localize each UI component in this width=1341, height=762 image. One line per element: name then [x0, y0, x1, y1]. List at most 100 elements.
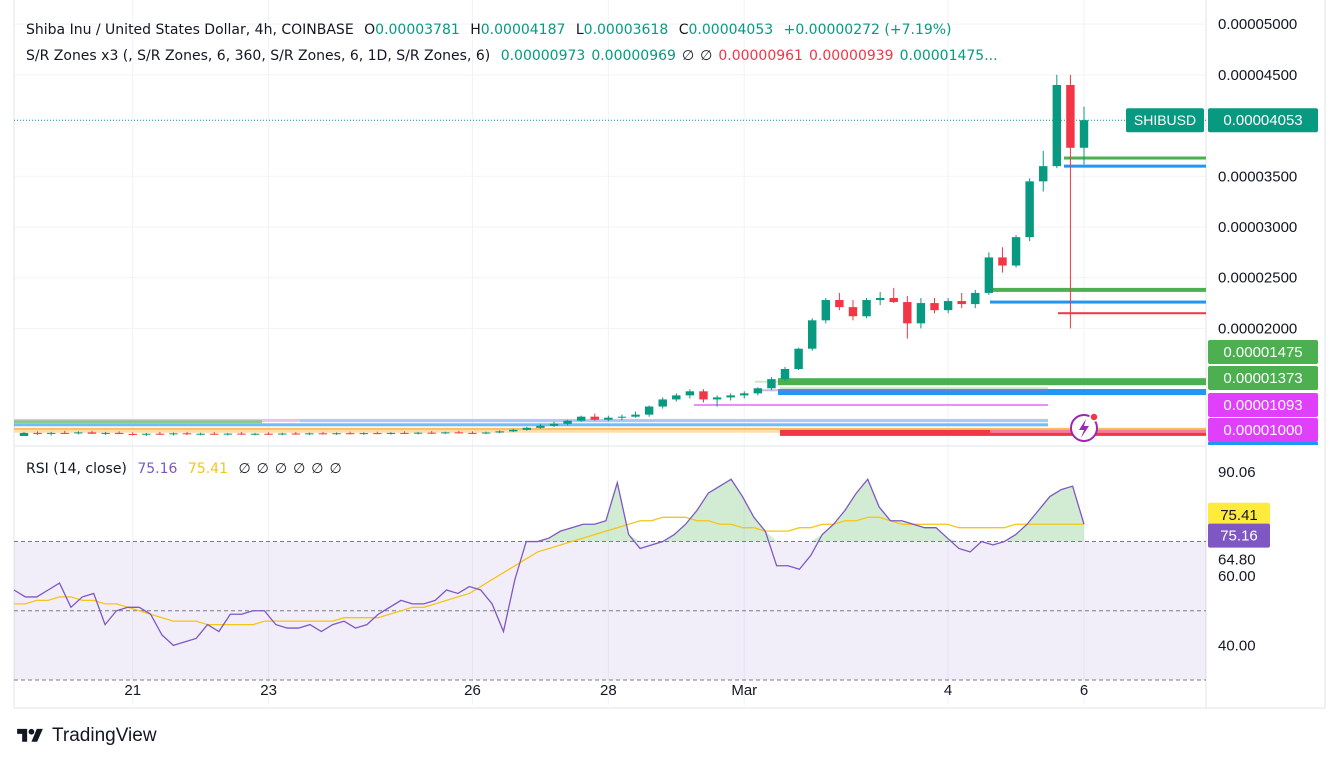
high-value: 0.00004187 [480, 22, 566, 38]
time-tick-label: 23 [260, 682, 277, 699]
last-price-badge-bg [1208, 108, 1318, 133]
candle-body [318, 433, 328, 435]
candle-body [780, 369, 790, 380]
zone-value-badge-bg [1208, 418, 1318, 442]
candle-body [862, 300, 871, 317]
rsi-tick-label: 60.00 [1218, 568, 1256, 585]
axes: 0.00005000 0.00004500 0.00003500 0.00003000… [124, 16, 1297, 699]
sr-zones [14, 119, 1206, 436]
candle-body [182, 433, 192, 435]
candle-body [644, 406, 654, 415]
open-value: 0.00003781 [375, 22, 460, 38]
candle-body [848, 307, 858, 317]
rsi-empty-value: ∅ [256, 461, 269, 477]
candle-body [740, 393, 749, 396]
candle-body [454, 432, 464, 434]
candle-body [916, 303, 926, 324]
tradingview-logo-icon[interactable] [16, 726, 44, 746]
zone-value-badge-bg [1208, 393, 1318, 417]
price-tick-label: 0.00005000 [1218, 16, 1297, 33]
zone-value-badge: 0.00001000 [1223, 422, 1302, 439]
candle-body [427, 432, 436, 434]
candle-body [155, 433, 165, 435]
rsi-empty-value: ∅ [274, 461, 288, 477]
sr-zone-value: 0.00000939 [808, 48, 894, 64]
candle-body [604, 417, 613, 420]
high-label: H [470, 22, 481, 38]
candle-body [1066, 85, 1075, 148]
candle-body [142, 433, 151, 435]
candle-body [441, 432, 450, 434]
sr-zones-values: 0.00000973 0.00000969 ∅ ∅ 0.00000961 0.000009… [501, 48, 1004, 64]
candle-body [685, 391, 695, 396]
lightning-bolt [1079, 419, 1089, 438]
candle-body [373, 433, 382, 435]
tradingview-brand[interactable]: TradingView [52, 725, 157, 746]
price-badges: SHIBUSD 0.00004053 0.00001475 0.00001373 0.0… [1070, 108, 1318, 548]
rsi-empty-value: ∅ [238, 461, 251, 477]
zone-light-orange [14, 429, 1206, 433]
candle-body [658, 399, 667, 407]
zone-blue-bottom-2 [300, 419, 1048, 423]
candle-body [536, 425, 545, 428]
sr-zones-legend[interactable]: S/R Zones x3 (, S/R Zones, 6, 360, S/R Z… [26, 48, 1010, 64]
candle-body [875, 298, 885, 301]
grid-layer [13, 0, 1326, 709]
zone-red-2150 [1058, 312, 1206, 315]
candle-body [33, 432, 42, 434]
candle-body [984, 257, 994, 293]
candle-body [590, 416, 599, 420]
candle-body [87, 432, 97, 434]
zone-red-wide [780, 429, 1206, 436]
candle-body [807, 320, 817, 349]
candle-body [196, 433, 205, 435]
rsi-legend[interactable]: RSI (14, close) 75.16 75.41 ∅ ∅ ∅ ∅ ∅ ∅ [26, 461, 354, 477]
zone-blue-bottom [14, 423, 1048, 427]
sr-zone-value: 0.00001475... [899, 48, 998, 64]
price-tick-label: 0.00003500 [1218, 168, 1297, 185]
last-price-badge: 0.00004053 [1223, 112, 1302, 129]
candle-body [264, 433, 273, 435]
time-tick-label: 6 [1080, 682, 1088, 699]
rsi-ma-value: 75.41 [187, 461, 228, 477]
candle-body [509, 429, 518, 432]
rsi-overbought-fill [537, 479, 1084, 542]
zone-green-1475 [778, 378, 1206, 386]
chart-svg[interactable]: 0.00005000 0.00004500 0.00003500 0.00003000… [0, 0, 1341, 720]
candle-body [413, 432, 423, 434]
candle-body [726, 395, 735, 398]
candle-body [943, 301, 953, 311]
zone-blue-2260 [990, 300, 1206, 304]
rsi-ma-badge: 75.41 [1220, 507, 1258, 524]
price-tick-label: 0.00004500 [1218, 67, 1297, 84]
rsi-label: RSI (14, close) [26, 461, 127, 477]
zone-green-bottom [14, 420, 262, 424]
sr-zone-value: 0.00000973 [500, 48, 586, 64]
candle-body [237, 433, 246, 435]
candle-body [101, 432, 110, 434]
symbol-badge-bg [1126, 108, 1204, 133]
rsi-ma-line [14, 516, 1084, 626]
rsi-line [13, 477, 1085, 647]
candle-body [60, 432, 69, 434]
rsi-tick-label: 40.00 [1218, 637, 1256, 654]
candle-body [522, 427, 532, 430]
zone-blue-3600 [1064, 164, 1206, 168]
candle-body [753, 388, 763, 394]
rsi-value-badge-bg [1208, 523, 1270, 548]
candle-body [386, 432, 396, 434]
price-tick-label: 0.00002000 [1218, 320, 1297, 337]
rsi-empty-value: ∅ [311, 461, 324, 477]
change-value: +0.00000272 (+7.19%) [783, 22, 952, 38]
candle-body [359, 433, 368, 435]
price-tick-label: 0.00002500 [1218, 270, 1297, 287]
candle-body [332, 433, 341, 435]
low-label: L [575, 22, 584, 38]
chart-area[interactable]: 0.00005000 0.00004500 0.00003500 0.00003000… [0, 0, 1341, 720]
sr-zone-value: ∅ [681, 48, 695, 64]
candle-body [672, 395, 681, 400]
close-label: C [678, 22, 689, 38]
zone-violet-thin [760, 389, 1048, 392]
symbol-badge: SHIBUSD [1134, 112, 1196, 128]
candle-body [1025, 181, 1034, 238]
